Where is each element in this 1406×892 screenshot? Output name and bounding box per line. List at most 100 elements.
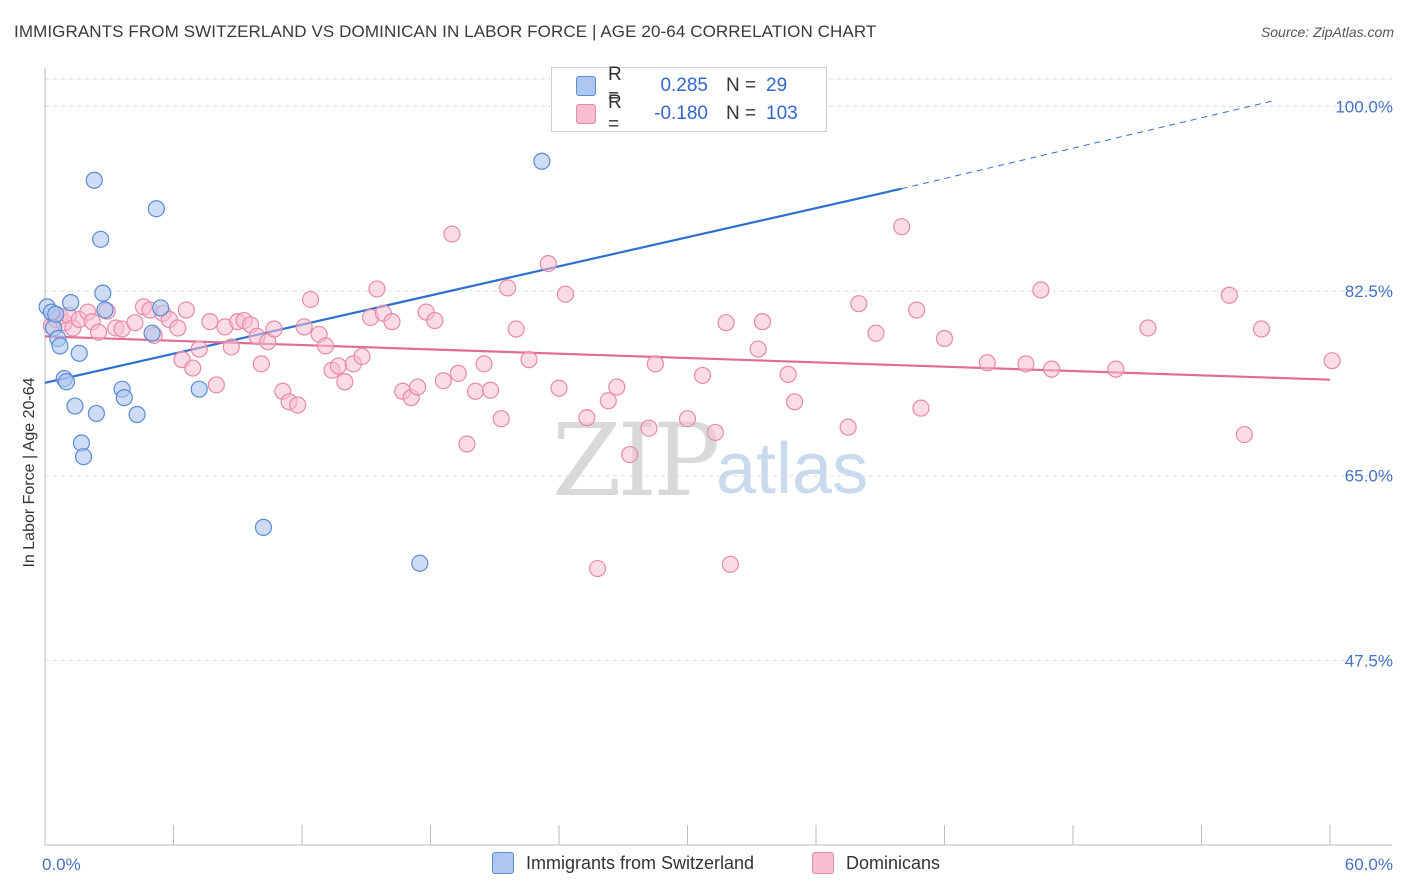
- point-dominicans: [207, 376, 225, 394]
- point-switzerland: [94, 284, 112, 302]
- point-dominicans: [353, 347, 371, 366]
- point-switzerland: [533, 152, 551, 170]
- n-label: N =: [726, 75, 757, 96]
- legend-row-switzerland: R = 0.285 N = 29: [576, 64, 788, 107]
- points-switzerland: [38, 84, 697, 572]
- point-dominicans: [640, 419, 658, 437]
- point-dominicans: [550, 379, 568, 397]
- point-dominicans: [1139, 319, 1157, 337]
- point-dominicans: [1032, 281, 1050, 299]
- y-tick-label: 65.0%: [1345, 467, 1393, 486]
- watermark-atlas: atlas: [716, 429, 869, 509]
- point-switzerland: [70, 344, 88, 362]
- point-dominicans: [867, 324, 885, 342]
- trend-solid: [44, 187, 902, 384]
- grid-lines: [45, 78, 1392, 661]
- point-switzerland: [147, 200, 165, 218]
- point-dominicans: [721, 555, 739, 573]
- legend-swatch-switzerland: [492, 852, 514, 874]
- point-dominicans: [646, 355, 664, 373]
- point-dominicans: [1323, 352, 1341, 370]
- point-switzerland: [190, 380, 208, 398]
- point-dominicans: [539, 255, 557, 273]
- swatch-dominicans: [576, 104, 596, 124]
- legend-label-dominicans: Dominicans: [846, 852, 941, 873]
- point-dominicans: [383, 313, 401, 331]
- point-dominicans: [184, 359, 202, 377]
- y-tick-label: 82.5%: [1345, 282, 1393, 301]
- point-dominicans: [1252, 320, 1271, 338]
- point-dominicans: [466, 382, 485, 400]
- point-dominicans: [443, 225, 461, 243]
- point-switzerland: [143, 324, 161, 342]
- point-dominicans: [785, 393, 804, 411]
- point-dominicans: [1017, 355, 1035, 373]
- point-dominicans: [126, 314, 144, 332]
- point-dominicans: [295, 318, 313, 336]
- point-switzerland: [57, 373, 76, 391]
- legend-row-dominicans: R = -0.180 N = 103: [576, 92, 798, 135]
- chart-title: IMMIGRANTS FROM SWITZERLAND VS DOMINICAN…: [14, 22, 877, 41]
- point-dominicans: [908, 301, 926, 319]
- point-dominicans: [301, 290, 320, 309]
- point-dominicans: [912, 399, 930, 417]
- swatch-switzerland: [576, 76, 596, 96]
- point-dominicans: [749, 340, 767, 358]
- point-switzerland: [51, 337, 69, 355]
- point-dominicans: [434, 372, 452, 390]
- legend-item-switzerland[interactable]: Immigrants from Switzerland: [492, 852, 754, 874]
- point-switzerland: [115, 389, 133, 407]
- point-switzerland: [96, 301, 114, 319]
- stats-legend: R = 0.285 N = 29 R = -0.180 N = 103: [551, 64, 827, 135]
- point-switzerland: [152, 299, 170, 317]
- point-dominicans: [177, 301, 195, 319]
- point-dominicans: [839, 418, 857, 436]
- point-dominicans: [1235, 425, 1253, 444]
- point-dominicans: [316, 337, 335, 355]
- y-tick-label: 47.5%: [1345, 651, 1393, 670]
- trend-line-switzerland: [44, 99, 1277, 384]
- y-axis-title: In Labor Force | Age 20-64: [21, 377, 38, 567]
- point-switzerland: [128, 405, 146, 424]
- point-dominicans: [499, 279, 517, 297]
- point-dominicans: [368, 280, 386, 298]
- point-switzerland: [85, 171, 103, 189]
- point-dominicans: [678, 410, 697, 428]
- point-dominicans: [706, 423, 724, 442]
- point-dominicans: [201, 313, 219, 331]
- point-dominicans: [935, 329, 954, 348]
- r-label: R =: [608, 92, 622, 135]
- r-value: 0.285: [660, 75, 708, 96]
- point-dominicans: [556, 285, 575, 303]
- point-dominicans: [329, 357, 348, 375]
- point-dominicans: [426, 311, 444, 330]
- point-dominicans: [458, 435, 476, 453]
- point-dominicans: [578, 409, 596, 427]
- point-dominicans: [1107, 360, 1125, 378]
- source-label: Source: ZipAtlas.com: [1260, 24, 1394, 40]
- point-switzerland: [87, 404, 106, 423]
- point-dominicans: [779, 365, 797, 383]
- point-switzerland: [66, 397, 84, 415]
- point-dominicans: [850, 295, 868, 313]
- point-dominicans: [289, 396, 307, 414]
- point-dominicans: [599, 392, 617, 410]
- point-dominicans: [753, 313, 772, 331]
- n-value: 29: [766, 75, 788, 96]
- point-switzerland: [92, 230, 110, 248]
- axes: [44, 68, 1392, 846]
- point-dominicans: [409, 378, 427, 396]
- point-dominicans: [265, 320, 283, 338]
- point-dominicans: [336, 373, 354, 391]
- point-switzerland: [411, 554, 429, 572]
- n-value: 103: [766, 103, 798, 124]
- point-dominicans: [1220, 286, 1238, 304]
- point-switzerland: [47, 305, 65, 323]
- point-switzerland: [254, 518, 273, 536]
- axis-labels: 47.5% 65.0% 82.5% 100.0% 0.0% 60.0% In Labor F…: [21, 97, 1393, 874]
- legend-swatch-dominicans: [812, 852, 834, 874]
- point-dominicans: [608, 378, 626, 396]
- point-dominicans: [717, 314, 735, 332]
- x-tick-label: 0.0%: [42, 855, 81, 874]
- legend-item-dominicans[interactable]: Dominicans: [812, 852, 940, 874]
